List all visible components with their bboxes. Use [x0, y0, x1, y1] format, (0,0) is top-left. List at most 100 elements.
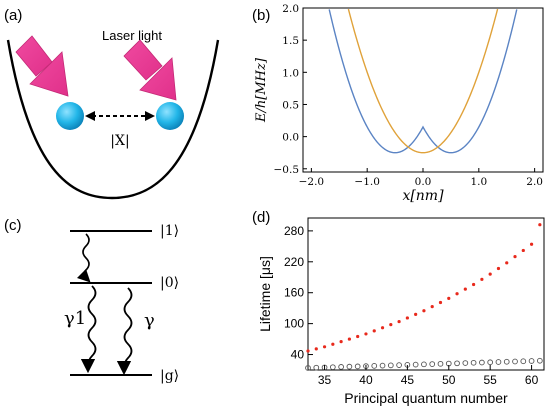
lifetime-point-open [338, 364, 344, 370]
lifetime-point-filled [397, 319, 401, 324]
lifetime-point-open [503, 358, 510, 365]
lifetime-point-filled [347, 337, 351, 341]
lifetime-point-filled [538, 223, 542, 227]
level-1-label: |1⟩ [160, 223, 179, 239]
plot-b-ytick-label: 1.5 [282, 35, 299, 47]
plot-d-frame [307, 217, 545, 371]
lifetime-point-open [487, 359, 494, 366]
decay-arrow-1-g [80, 285, 97, 374]
lifetime-point-open [329, 364, 336, 371]
lifetime-point-open [313, 364, 320, 371]
plot-d-ylabel: Lifetime [μs] [257, 256, 273, 332]
panel-a: (a) Laser light |X| [4, 7, 220, 200]
lifetime-point-open [371, 363, 378, 369]
lifetime-point-filled [505, 261, 509, 265]
plot-d-xtick-label: 60 [525, 373, 539, 387]
lifetime-point-filled [430, 305, 434, 309]
panel-c-label: (c) [4, 217, 22, 234]
panel-c: (c) |1⟩ |0⟩ |g⟩ γ1 γ [4, 217, 179, 384]
lifetime-point-open [387, 362, 394, 369]
lifetime-point-filled [314, 347, 318, 351]
plot-b-series-1 [347, 8, 499, 154]
panel-b-label: (b) [252, 7, 270, 24]
rate-gamma1-label: γ1 [64, 308, 86, 329]
plot-d-xtick-label: 45 [401, 373, 415, 387]
lifetime-point-filled [521, 248, 525, 253]
trap-potential-curve [6, 39, 220, 200]
plot-b-curves [328, 8, 518, 154]
plot-d-ytick-label: 40 [291, 348, 305, 362]
lifetime-point-filled [364, 332, 368, 336]
lifetime-point-open [454, 360, 460, 367]
plot-d-xtick-label: 35 [318, 373, 332, 387]
lifetime-point-filled [389, 323, 393, 327]
lifetime-point-open [479, 359, 485, 366]
lifetime-point-open [346, 363, 353, 370]
lifetime-point-filled [529, 242, 534, 246]
level-g-label: |g⟩ [160, 368, 179, 384]
lifetime-point-open [437, 360, 444, 367]
plot-b-ylabel: E/h[MHz] [254, 57, 269, 123]
lifetime-point-filled [488, 272, 492, 276]
laser-arrow-right-icon [123, 39, 177, 101]
plot-d-ytick-label: 160 [284, 286, 304, 300]
lifetime-point-open [421, 361, 427, 368]
lifetime-point-open [354, 363, 361, 370]
panel-a-label: (a) [4, 7, 22, 24]
lifetime-point-filled [455, 292, 459, 296]
lifetime-point-filled [438, 300, 443, 305]
plot-b-xtick-label: −1.0 [354, 176, 380, 188]
lifetime-point-filled [447, 296, 451, 300]
plot-d-ytick-label: 280 [284, 224, 304, 238]
atom-right [156, 102, 184, 130]
lifetime-point-open [537, 357, 543, 364]
lifetime-point-filled [331, 342, 335, 346]
plot-d-points [305, 223, 543, 371]
separation-arrow [85, 111, 155, 121]
plot-b-ytick-label: 2.0 [282, 3, 299, 15]
laser-light-label: Laser light [102, 28, 162, 43]
decay-arrow-0-g [116, 287, 133, 376]
lifetime-point-open [512, 358, 518, 365]
lifetime-point-filled [463, 287, 467, 291]
lifetime-point-filled [422, 309, 426, 313]
atom-left [56, 102, 84, 130]
lifetime-point-filled [380, 326, 385, 330]
lifetime-point-filled [513, 255, 517, 259]
lifetime-point-open [495, 359, 502, 365]
panel-d: (d) 35 40 45 50 55 60 40 100 160 220 280 Lifetime … [252, 209, 545, 406]
plot-b-ytick-label: 1.0 [282, 67, 299, 79]
panel-d-label: (d) [252, 209, 270, 226]
lifetime-point-open [462, 360, 469, 366]
lifetime-point-filled [339, 340, 343, 344]
plot-b-ytick-label: −0.5 [274, 164, 300, 176]
lifetime-point-filled [306, 349, 310, 353]
level-0-label: |0⟩ [160, 275, 179, 291]
decay-arrow-1-0 [76, 233, 91, 283]
plot-d-ytick-label: 220 [284, 255, 304, 269]
plot-d-xtick-label: 55 [483, 373, 497, 387]
lifetime-point-open [470, 359, 477, 366]
plot-b-ytick-label: 0.0 [282, 132, 299, 144]
lifetime-point-open [396, 362, 402, 368]
lifetime-point-open [305, 365, 311, 371]
plot-b-ytick-label: 0.5 [282, 99, 299, 111]
plot-b-ticks: −2.0 −1.0 0.0 1.0 2.0 −0.5 0.0 0.5 1.0 1.5 2.0 [274, 3, 543, 188]
separation-label: |X| [110, 133, 129, 149]
lifetime-point-filled [414, 312, 418, 316]
plot-b-xtick-label: 0.0 [415, 176, 432, 188]
lifetime-point-open [379, 362, 386, 369]
plot-b-xtick-label: 1.0 [470, 176, 487, 188]
plot-d-xlabel: Principal quantum number [344, 390, 508, 406]
lifetime-point-open [429, 361, 436, 367]
panel-b: (b) −2.0 −1.0 0.0 1.0 2.0 −0.5 0.0 0.5 1.0 1.5 2.0… [252, 3, 544, 204]
plot-d-ticks: 35 40 45 50 55 60 40 100 160 220 280 [284, 224, 539, 387]
lifetime-point-filled [472, 282, 476, 287]
plot-b-xlabel: x[nm] [402, 188, 444, 204]
laser-arrow-left-icon [15, 35, 69, 97]
lifetime-point-filled [372, 329, 376, 333]
plot-b-series-0 [328, 9, 518, 154]
plot-d-ytick-label: 100 [284, 317, 304, 331]
lifetime-point-filled [496, 266, 501, 271]
plot-b-frame [302, 7, 544, 173]
